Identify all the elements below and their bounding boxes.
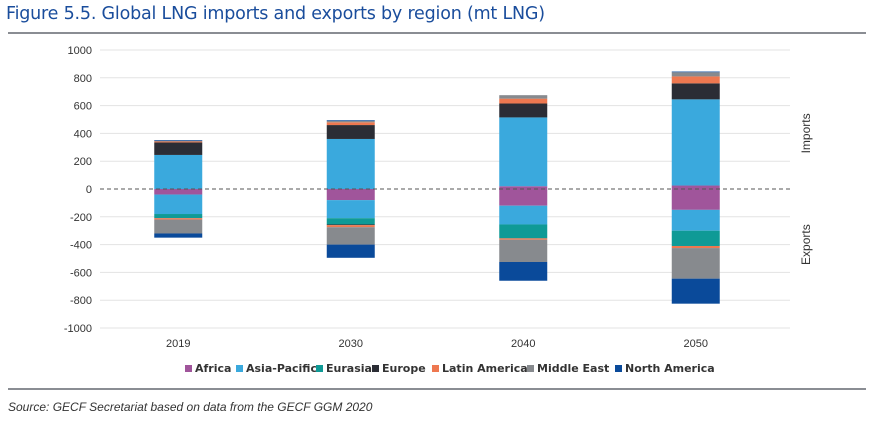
bar-segment-exports-eurasia — [671, 230, 720, 246]
bar-segment-exports-north-america — [154, 233, 203, 238]
legend-label: North America — [625, 362, 715, 375]
bar-segment-exports-latin-america — [154, 218, 203, 220]
x-axis-ticks: 2019 2030 2040 2050 — [166, 338, 708, 350]
y-tick-label: 1000 — [68, 45, 92, 57]
bar-segment-exports-asia-pacific — [326, 200, 375, 219]
source-divider — [8, 388, 866, 390]
bar-segment-exports-middle-east — [154, 219, 203, 234]
bar-segment-imports-latin-america — [326, 122, 375, 126]
x-tick-label: 2050 — [684, 338, 708, 350]
bar-segment-exports-middle-east — [671, 248, 720, 279]
bar-segment-imports-asia-pacific — [326, 138, 375, 189]
bar-segment-exports-north-america — [326, 244, 375, 258]
y-tick-label: -600 — [70, 267, 92, 279]
legend-label: Asia-Pacific — [246, 362, 317, 375]
legend-swatch — [372, 365, 379, 372]
y-tick-label: 800 — [74, 73, 92, 85]
y-tick-label: -1000 — [64, 323, 92, 335]
bar-segment-exports-africa — [499, 189, 548, 206]
y-tick-label: 200 — [74, 156, 92, 168]
exports-label: Exports — [799, 224, 813, 265]
x-tick-label: 2019 — [166, 338, 190, 350]
bar-segment-imports-asia-pacific — [154, 154, 203, 189]
legend-swatch — [236, 365, 243, 372]
bar-segment-imports-middle-east — [671, 72, 720, 77]
bar-segment-imports-africa — [671, 185, 720, 189]
bar-segment-imports-north-america — [671, 71, 720, 73]
bar-segment-exports-latin-america — [499, 238, 548, 240]
bar-segment-exports-middle-east — [326, 227, 375, 245]
bar-segment-exports-europe — [326, 224, 375, 226]
legend-swatch — [432, 365, 439, 372]
bar-segment-exports-north-america — [499, 261, 548, 281]
x-tick-label: 2040 — [511, 338, 535, 350]
bar-segment-exports-latin-america — [671, 245, 720, 249]
bar-segment-imports-asia-pacific — [499, 117, 548, 187]
bar-segment-exports-latin-america — [326, 225, 375, 228]
legend-swatch — [185, 365, 192, 372]
bar-segment-imports-asia-pacific — [671, 99, 720, 186]
bar-segment-imports-north-america — [154, 140, 203, 141]
legend-swatch — [527, 365, 534, 372]
bar-segment-imports-africa — [499, 186, 548, 189]
legend-swatch — [316, 365, 323, 372]
y-axis-ticks: 1000 800 600 400 200 0 -200 -400 -600 -800 -1000 — [64, 45, 92, 335]
y-tick-label: -400 — [70, 240, 92, 252]
y-tick-label: -800 — [70, 295, 92, 307]
stacked-bar-chart: 1000 800 600 400 200 0 -200 -400 -600 -800 -1000 2… — [64, 45, 813, 375]
bar-segment-exports-asia-pacific — [154, 194, 203, 215]
bar-segment-imports-europe — [499, 103, 548, 118]
bar-segment-imports-middle-east — [154, 140, 203, 142]
y-tick-label: -200 — [70, 212, 92, 224]
y-tick-label: 0 — [86, 184, 92, 196]
bar-segment-imports-europe — [154, 142, 203, 155]
legend-swatch — [615, 365, 622, 372]
bar-segment-imports-europe — [671, 83, 720, 100]
bar-segment-imports-middle-east — [326, 120, 375, 123]
legend-label: Eurasia — [326, 362, 372, 375]
bar-segment-imports-latin-america — [499, 98, 548, 104]
bar-segment-exports-africa — [326, 189, 375, 201]
bar-segment-imports-latin-america — [154, 141, 203, 143]
bar-segment-exports-eurasia — [326, 218, 375, 225]
figure-title: Figure 5.5. Global LNG imports and expor… — [6, 4, 545, 24]
bar-segment-imports-europe — [326, 125, 375, 139]
bar-segment-exports-asia-pacific — [499, 205, 548, 225]
y-tick-label: 400 — [74, 128, 92, 140]
bar-segment-exports-africa — [154, 189, 203, 195]
y-tick-label: 600 — [74, 101, 92, 113]
bars — [154, 71, 720, 304]
x-tick-label: 2030 — [339, 338, 363, 350]
bar-segment-imports-middle-east — [499, 95, 548, 99]
imports-label: Imports — [799, 113, 813, 153]
bar-segment-exports-middle-east — [499, 239, 548, 262]
bar-segment-exports-asia-pacific — [671, 209, 720, 231]
source-note: Source: GECF Secretariat based on data f… — [8, 400, 373, 414]
legend-label: Latin America — [442, 362, 528, 375]
bar-segment-exports-north-america — [671, 278, 720, 304]
bar-segment-imports-north-america — [326, 120, 375, 121]
bar-segment-exports-eurasia — [499, 224, 548, 239]
bar-segment-exports-africa — [671, 189, 720, 210]
legend-label: Europe — [382, 362, 426, 375]
legend: Africa Asia-Pacific Eurasia Europe Latin Ame… — [185, 362, 715, 375]
title-divider — [8, 32, 866, 34]
bar-segment-imports-latin-america — [671, 76, 720, 84]
bar-segment-exports-eurasia — [154, 214, 203, 219]
legend-label: Middle East — [537, 362, 609, 375]
legend-label: Africa — [195, 362, 231, 375]
